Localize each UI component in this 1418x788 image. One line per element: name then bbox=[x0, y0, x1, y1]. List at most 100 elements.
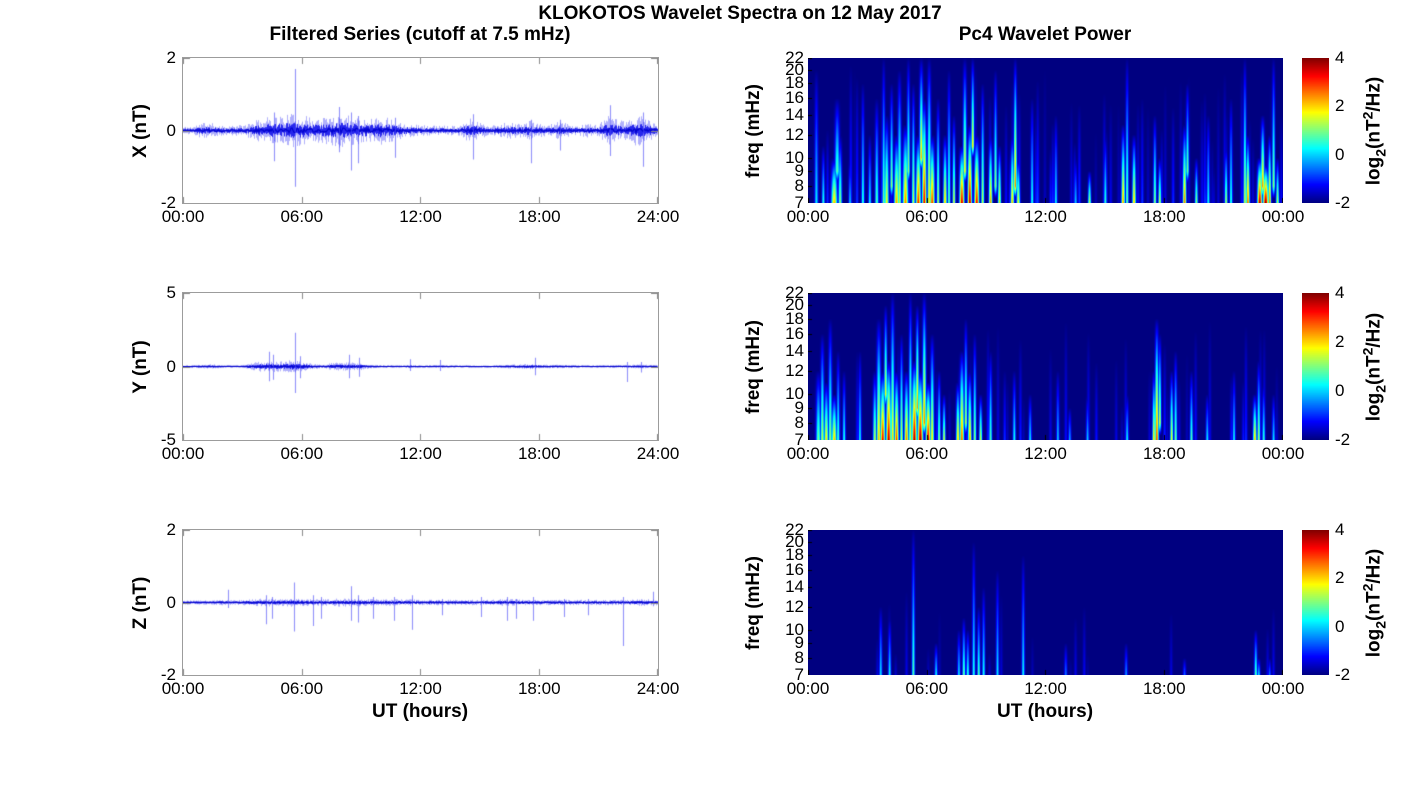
wavelet-x-xtick-3: 18:00 bbox=[1142, 207, 1186, 226]
wavelet-z-ytick-8: 8 bbox=[794, 648, 804, 668]
wavelet-z-xtick-1: 06:00 bbox=[905, 679, 949, 698]
wavelet-y-ytick-7: 7 bbox=[794, 430, 804, 449]
right-xaxis-title: UT (hours) bbox=[996, 701, 1094, 722]
wavelet-x-colorbar-label-part: 2 bbox=[1372, 148, 1389, 157]
filtered-x-plot bbox=[183, 58, 658, 203]
wavelet-x-xtick-1: 06:00 bbox=[905, 207, 949, 226]
filtered-x-ytick-2: 2 bbox=[166, 48, 176, 67]
wavelet-x-colorbar-tick-4: 4 bbox=[1335, 48, 1345, 67]
wavelet-y-ylabel: freq (mHz) bbox=[743, 319, 764, 414]
wavelet-y-ytick-12: 12 bbox=[785, 360, 804, 380]
wavelet-y-ytick-8: 8 bbox=[794, 412, 804, 432]
wavelet-x-ytick-9: 9 bbox=[794, 161, 804, 181]
filtered-z-ytick-2: 2 bbox=[166, 520, 176, 539]
wavelet-z-colorbar-tick-0: 0 bbox=[1335, 616, 1345, 636]
filtered-z-xtick-0: 00:00 bbox=[161, 679, 205, 698]
wavelet-y-xtick-4: 00:00 bbox=[1261, 444, 1305, 463]
filtered-y-xtick-4: 24:00 bbox=[636, 444, 680, 463]
wavelet-y-xtick-2: 12:00 bbox=[1024, 444, 1067, 463]
wavelet-z-ytick-9: 9 bbox=[794, 633, 804, 653]
wavelet-y-colorbar-tick--2: -2 bbox=[1335, 430, 1351, 449]
wavelet-x-ytick-8: 8 bbox=[794, 176, 804, 196]
wavelet-z-ytick-10: 10 bbox=[785, 619, 804, 639]
wavelet-z-colorbar bbox=[1302, 530, 1329, 675]
wavelet-z-colorbar-label-part: (nT bbox=[1363, 590, 1385, 621]
wavelet-x-plot bbox=[808, 58, 1283, 203]
wavelet-y-xtick-1: 06:00 bbox=[905, 444, 949, 463]
wavelet-y-plot bbox=[808, 293, 1283, 440]
filtered-y-ytick--5: -5 bbox=[160, 430, 176, 449]
wavelet-x-ytick-18: 18 bbox=[785, 73, 804, 93]
wavelet-z-ytick-7: 7 bbox=[794, 665, 804, 684]
wavelet-z-ytick-16: 16 bbox=[785, 560, 804, 580]
wavelet-x-colorbar-tick-2: 2 bbox=[1335, 96, 1345, 116]
wavelet-x-ytick-22: 22 bbox=[785, 48, 804, 67]
wavelet-z-ytick-18: 18 bbox=[785, 545, 804, 565]
wavelet-x-colorbar-label-part: log bbox=[1363, 156, 1385, 185]
filtered-y-xtick-1: 06:00 bbox=[280, 444, 324, 463]
wavelet-y-colorbar-label-part: (nT bbox=[1363, 354, 1385, 385]
figure-title: KLOKOTOS Wavelet Spectra on 12 May 2017 bbox=[538, 3, 942, 24]
wavelet-z-ylabel: freq (mHz) bbox=[743, 555, 764, 650]
filtered-x-ylabel: X (nT) bbox=[130, 103, 151, 158]
filtered-x-xtick-0: 00:00 bbox=[161, 207, 205, 226]
wavelet-x-ylabel: freq (mHz) bbox=[743, 83, 764, 178]
wavelet-y-colorbar bbox=[1302, 293, 1329, 440]
wavelet-z-colorbar-label-part: 2 bbox=[1359, 583, 1376, 591]
filtered-x-xtick-2: 12:00 bbox=[399, 207, 442, 226]
wavelet-x-xtick-4: 00:00 bbox=[1261, 207, 1305, 226]
filtered-x-xtick-4: 24:00 bbox=[636, 207, 680, 226]
filtered-x-xtick-3: 18:00 bbox=[517, 207, 561, 226]
wavelet-z-ytick-14: 14 bbox=[785, 577, 804, 597]
filtered-x-xtick-1: 06:00 bbox=[280, 207, 324, 226]
wavelet-y-ytick-16: 16 bbox=[785, 323, 804, 343]
filtered-y-plot bbox=[183, 293, 658, 440]
wavelet-x-ytick-7: 7 bbox=[794, 193, 804, 212]
wavelet-x-ytick-20: 20 bbox=[785, 60, 804, 80]
wavelet-x-colorbar-label-part: 2 bbox=[1359, 111, 1376, 119]
wavelet-y-xtick-3: 18:00 bbox=[1142, 444, 1186, 463]
left-xaxis-title: UT (hours) bbox=[371, 701, 469, 722]
wavelet-z-colorbar-tick-4: 4 bbox=[1335, 520, 1345, 539]
filtered-y-ytick-5: 5 bbox=[166, 283, 176, 302]
filtered-z-xtick-2: 12:00 bbox=[399, 679, 442, 698]
wavelet-x-xtick-0: 00:00 bbox=[786, 207, 830, 226]
filtered-y-xtick-0: 00:00 bbox=[161, 444, 205, 463]
wavelet-y-colorbar-label-part: 2 bbox=[1372, 384, 1389, 393]
wavelet-y-colorbar-tick-0: 0 bbox=[1335, 381, 1345, 400]
left-column-title: Filtered Series (cutoff at 7.5 mHz) bbox=[269, 24, 571, 45]
filtered-z-ytick-0: 0 bbox=[166, 592, 176, 612]
wavelet-y-colorbar-label-part: /Hz) bbox=[1363, 312, 1385, 348]
wavelet-y-colorbar-label-part: 2 bbox=[1359, 347, 1376, 355]
wavelet-z-ytick-22: 22 bbox=[785, 520, 804, 539]
filtered-z-xtick-4: 24:00 bbox=[636, 679, 680, 698]
filtered-z-xtick-1: 06:00 bbox=[280, 679, 324, 698]
wavelet-x-colorbar-tick--2: -2 bbox=[1335, 193, 1351, 212]
filtered-x-ytick--2: -2 bbox=[160, 193, 176, 212]
wavelet-x-colorbar bbox=[1302, 58, 1329, 203]
wavelet-z-colorbar-label-part: log bbox=[1363, 628, 1385, 657]
wavelet-z-colorbar-label: log2(nT2/Hz) bbox=[1360, 548, 1389, 656]
filtered-y-ylabel: Y (nT) bbox=[130, 339, 151, 394]
wavelet-z-ytick-12: 12 bbox=[785, 596, 804, 616]
filtered-y-xtick-2: 12:00 bbox=[399, 444, 442, 463]
filtered-y-xtick-3: 18:00 bbox=[517, 444, 561, 463]
wavelet-x-ytick-16: 16 bbox=[785, 88, 804, 108]
wavelet-x-colorbar-label: log2(nT2/Hz) bbox=[1360, 76, 1389, 184]
wavelet-y-colorbar-tick-2: 2 bbox=[1335, 332, 1345, 351]
wavelet-y-ytick-18: 18 bbox=[785, 308, 804, 328]
filtered-z-ylabel: Z (nT) bbox=[130, 576, 151, 629]
filtered-z-ytick--2: -2 bbox=[160, 665, 176, 684]
wavelet-y-ytick-22: 22 bbox=[785, 283, 804, 302]
wavelet-z-xtick-4: 00:00 bbox=[1261, 679, 1305, 698]
wavelet-y-ytick-9: 9 bbox=[794, 397, 804, 417]
filtered-y-ytick-0: 0 bbox=[166, 356, 176, 376]
wavelet-x-ytick-10: 10 bbox=[785, 147, 804, 167]
wavelet-z-colorbar-label-part: /Hz) bbox=[1363, 548, 1385, 584]
filtered-z-xtick-3: 18:00 bbox=[517, 679, 561, 698]
wavelet-z-ytick-20: 20 bbox=[785, 532, 804, 552]
filtered-x-ytick-0: 0 bbox=[166, 120, 176, 140]
wavelet-y-ytick-10: 10 bbox=[785, 384, 804, 404]
wavelet-z-xtick-2: 12:00 bbox=[1024, 679, 1067, 698]
